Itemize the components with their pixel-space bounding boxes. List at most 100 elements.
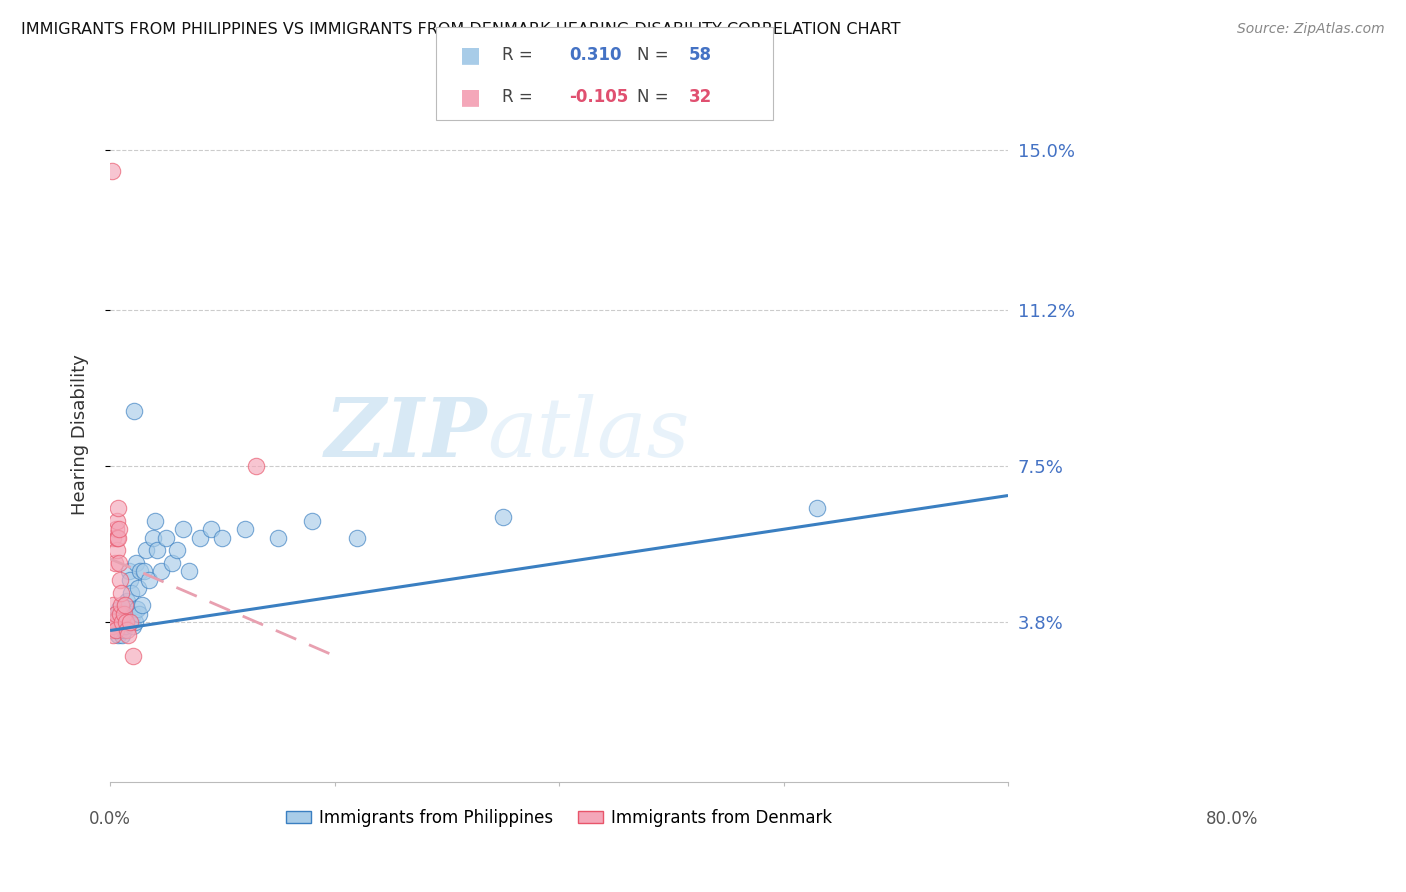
Point: [104, 607, 127, 621]
Point: [112, 607, 135, 621]
Point: [101, 619, 124, 633]
Point: [125, 556, 148, 570]
Point: [110, 598, 132, 612]
Point: [117, 611, 139, 625]
Legend: Immigrants from Philippines, Immigrants from Denmark: Immigrants from Philippines, Immigrants …: [278, 802, 839, 833]
Point: [121, 648, 143, 663]
Text: IMMIGRANTS FROM PHILIPPINES VS IMMIGRANTS FROM DENMARK HEARING DISABILITY CORREL: IMMIGRANTS FROM PHILIPPINES VS IMMIGRANT…: [21, 22, 901, 37]
Point: [107, 611, 129, 625]
Point: [112, 624, 135, 638]
Text: -0.105: -0.105: [569, 88, 628, 106]
Point: [105, 514, 128, 528]
Point: [160, 556, 183, 570]
Point: [155, 531, 177, 545]
Point: [111, 615, 134, 629]
Point: [806, 501, 828, 516]
Point: [110, 585, 132, 599]
Point: [172, 522, 194, 536]
Point: [103, 615, 125, 629]
Point: [245, 458, 267, 473]
Text: ■: ■: [460, 87, 481, 107]
Point: [104, 624, 127, 638]
Text: 0.0%: 0.0%: [89, 810, 131, 828]
Point: [166, 543, 188, 558]
Point: [117, 628, 139, 642]
Text: R =: R =: [502, 88, 538, 106]
Point: [115, 624, 138, 638]
Point: [120, 585, 142, 599]
Point: [127, 582, 149, 596]
Point: [105, 531, 128, 545]
Point: [105, 543, 128, 558]
Point: [107, 628, 129, 642]
Point: [107, 501, 129, 516]
Point: [346, 531, 368, 545]
Point: [103, 615, 125, 629]
Point: [143, 514, 166, 528]
Text: atlas: atlas: [488, 394, 689, 475]
Point: [111, 615, 134, 629]
Point: [114, 598, 136, 612]
Point: [211, 531, 233, 545]
Point: [111, 628, 134, 642]
Point: [125, 602, 148, 616]
Text: 32: 32: [689, 88, 713, 106]
Point: [114, 598, 136, 612]
Point: [115, 607, 138, 621]
Point: [110, 619, 132, 633]
Point: [114, 619, 136, 633]
Text: R =: R =: [502, 46, 538, 64]
Point: [108, 556, 131, 570]
Point: [132, 565, 155, 579]
Point: [104, 522, 127, 536]
Point: [146, 543, 169, 558]
Point: [114, 615, 136, 629]
Text: 0.310: 0.310: [569, 46, 621, 64]
Point: [233, 522, 256, 536]
Point: [129, 565, 152, 579]
Point: [105, 615, 128, 629]
Point: [108, 522, 131, 536]
Point: [492, 509, 515, 524]
Text: ■: ■: [460, 45, 481, 65]
Point: [135, 543, 157, 558]
Text: N =: N =: [637, 46, 673, 64]
Point: [108, 615, 131, 629]
Point: [103, 628, 125, 642]
Point: [108, 607, 131, 621]
Point: [120, 615, 142, 629]
Point: [108, 619, 131, 633]
Point: [101, 615, 124, 629]
Text: 58: 58: [689, 46, 711, 64]
Point: [104, 607, 127, 621]
Point: [142, 531, 165, 545]
Point: [301, 514, 323, 528]
Point: [101, 163, 124, 178]
Point: [124, 615, 146, 629]
Point: [121, 607, 143, 621]
Point: [103, 556, 125, 570]
Text: 80.0%: 80.0%: [1206, 810, 1258, 828]
Text: N =: N =: [637, 88, 673, 106]
Point: [122, 404, 145, 418]
Text: Source: ZipAtlas.com: Source: ZipAtlas.com: [1237, 22, 1385, 37]
Point: [120, 573, 142, 587]
Point: [108, 573, 131, 587]
Point: [104, 624, 127, 638]
Point: [108, 602, 131, 616]
Point: [267, 531, 290, 545]
Point: [103, 598, 125, 612]
Point: [114, 615, 136, 629]
Point: [107, 531, 129, 545]
Point: [177, 565, 200, 579]
Point: [103, 531, 125, 545]
Point: [100, 624, 122, 638]
Point: [115, 594, 138, 608]
Point: [149, 565, 172, 579]
Point: [103, 619, 125, 633]
Point: [131, 598, 153, 612]
Point: [200, 522, 222, 536]
Point: [108, 624, 131, 638]
Y-axis label: Hearing Disability: Hearing Disability: [72, 354, 89, 515]
Point: [120, 615, 142, 629]
